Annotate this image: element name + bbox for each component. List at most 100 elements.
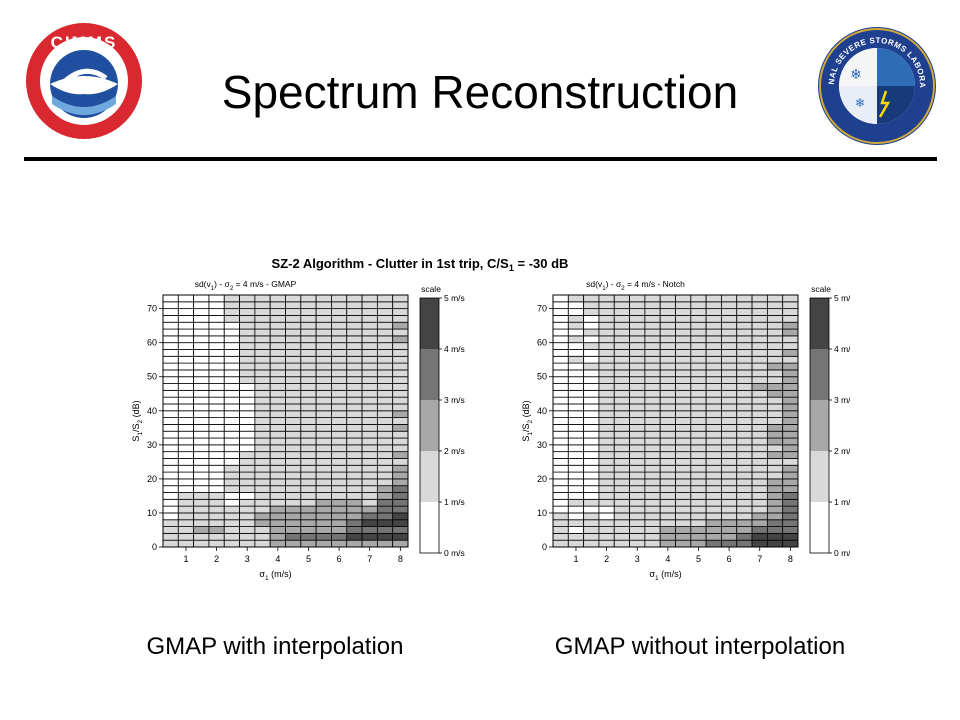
heatmap-cell bbox=[629, 444, 646, 453]
heatmap-cell bbox=[239, 315, 256, 323]
heatmap-cell bbox=[223, 328, 240, 337]
heatmap-cell bbox=[690, 396, 707, 405]
heatmap-cell bbox=[331, 424, 348, 432]
heatmap-cell bbox=[376, 451, 394, 459]
heatmap-cell bbox=[392, 383, 409, 391]
heatmap-cell bbox=[690, 376, 707, 384]
heatmap-cell bbox=[223, 539, 240, 548]
heatmap-cell bbox=[162, 342, 179, 350]
heatmap-cell bbox=[644, 430, 661, 439]
heatmap-cell bbox=[629, 471, 646, 480]
heatmap-cell bbox=[583, 458, 600, 466]
heatmap-cell bbox=[782, 519, 799, 527]
heatmap-cell bbox=[346, 389, 363, 398]
heatmap-cell bbox=[629, 437, 646, 446]
heatmap-cell bbox=[376, 342, 394, 350]
x-tick-label: 3 bbox=[635, 554, 640, 564]
heatmap-cell bbox=[598, 458, 615, 466]
heatmap-cell bbox=[254, 355, 271, 364]
heatmap-cell bbox=[567, 451, 585, 459]
heatmap-cell bbox=[300, 505, 317, 514]
heatmap-cell bbox=[644, 519, 661, 527]
colorbar-tick-label: 5 m/s bbox=[834, 293, 850, 303]
x-tick-label: 4 bbox=[275, 554, 280, 564]
heatmap-cell bbox=[223, 417, 240, 425]
heatmap-cell bbox=[346, 485, 363, 493]
heatmap-cell bbox=[331, 539, 348, 548]
heatmap-cell bbox=[269, 512, 286, 521]
heatmap-cell bbox=[782, 321, 799, 330]
heatmap-cell bbox=[315, 512, 332, 521]
heatmap-cell bbox=[736, 478, 753, 487]
heatmap-cell bbox=[361, 492, 378, 500]
heatmap-cell bbox=[705, 383, 722, 391]
heatmap-cell bbox=[162, 526, 179, 534]
heatmap-cell bbox=[392, 471, 409, 480]
heatmap-cell bbox=[598, 294, 615, 303]
heatmap-cell bbox=[254, 315, 271, 323]
heatmap-cell bbox=[751, 321, 768, 330]
heatmap-cell bbox=[751, 498, 768, 507]
heatmap-cell bbox=[766, 355, 784, 364]
heatmap-cell bbox=[162, 424, 179, 432]
heatmap-cell bbox=[346, 396, 363, 405]
heatmap-cell bbox=[269, 458, 286, 466]
heatmap-cell bbox=[751, 430, 768, 439]
heatmap-cell bbox=[583, 342, 600, 350]
heatmap-cell bbox=[690, 458, 707, 466]
heatmap-cell bbox=[239, 430, 256, 439]
heatmap-cell bbox=[690, 519, 707, 527]
heatmap-cell bbox=[736, 437, 753, 446]
heatmap-cell bbox=[177, 539, 195, 548]
heatmap-cell bbox=[659, 505, 676, 514]
heatmap-cell bbox=[736, 362, 753, 371]
heatmap-cell bbox=[361, 532, 378, 541]
heatmap-cell bbox=[552, 328, 569, 337]
heatmap-cell bbox=[239, 437, 256, 446]
heatmap-cell bbox=[300, 383, 317, 391]
heatmap-cell bbox=[177, 498, 195, 507]
heatmap-cell bbox=[567, 430, 585, 439]
heatmap-cell bbox=[644, 471, 661, 480]
heatmap-cell bbox=[346, 424, 363, 432]
heatmap-cell bbox=[690, 539, 707, 548]
heatmap-cell bbox=[392, 369, 409, 378]
heatmap-cell bbox=[376, 526, 394, 534]
heatmap-cell bbox=[193, 376, 210, 384]
heatmap-cell bbox=[583, 308, 600, 316]
heatmap-cell bbox=[782, 437, 799, 446]
heatmap-cell bbox=[254, 335, 271, 344]
heatmap-cell bbox=[300, 444, 317, 453]
heatmap-cell bbox=[223, 294, 240, 303]
heatmap-cell bbox=[392, 424, 409, 432]
heatmap-cell bbox=[392, 539, 409, 548]
heatmap-cell bbox=[552, 458, 569, 466]
heatmap-cell bbox=[300, 512, 317, 521]
heatmap-cell bbox=[721, 539, 738, 548]
heatmap-cell bbox=[552, 294, 569, 303]
heatmap-cell bbox=[331, 396, 348, 405]
heatmap-cell bbox=[223, 355, 240, 364]
heatmap-cell bbox=[392, 498, 409, 507]
heatmap-cell bbox=[583, 301, 600, 310]
heatmap-cell bbox=[346, 492, 363, 500]
heatmap-cell bbox=[629, 389, 646, 398]
heatmap-cell bbox=[690, 430, 707, 439]
heatmap-cell bbox=[705, 539, 722, 548]
heatmap-cell bbox=[239, 355, 256, 364]
heatmap-cell bbox=[567, 396, 585, 405]
heatmap-cell bbox=[392, 505, 409, 514]
heatmap-cell bbox=[629, 532, 646, 541]
heatmap-cell bbox=[736, 539, 753, 548]
heatmap-cell bbox=[208, 498, 225, 507]
heatmap-cell bbox=[239, 321, 256, 330]
heatmap-cell bbox=[376, 539, 394, 548]
heatmap-cell bbox=[552, 539, 569, 548]
heatmap-cell bbox=[162, 512, 179, 521]
heatmap-cell bbox=[690, 301, 707, 310]
heatmap-cell bbox=[751, 471, 768, 480]
heatmap-cell bbox=[254, 362, 271, 371]
heatmap-cell bbox=[285, 539, 302, 548]
heatmap-cell bbox=[331, 328, 348, 337]
heatmap-cell bbox=[285, 396, 302, 405]
